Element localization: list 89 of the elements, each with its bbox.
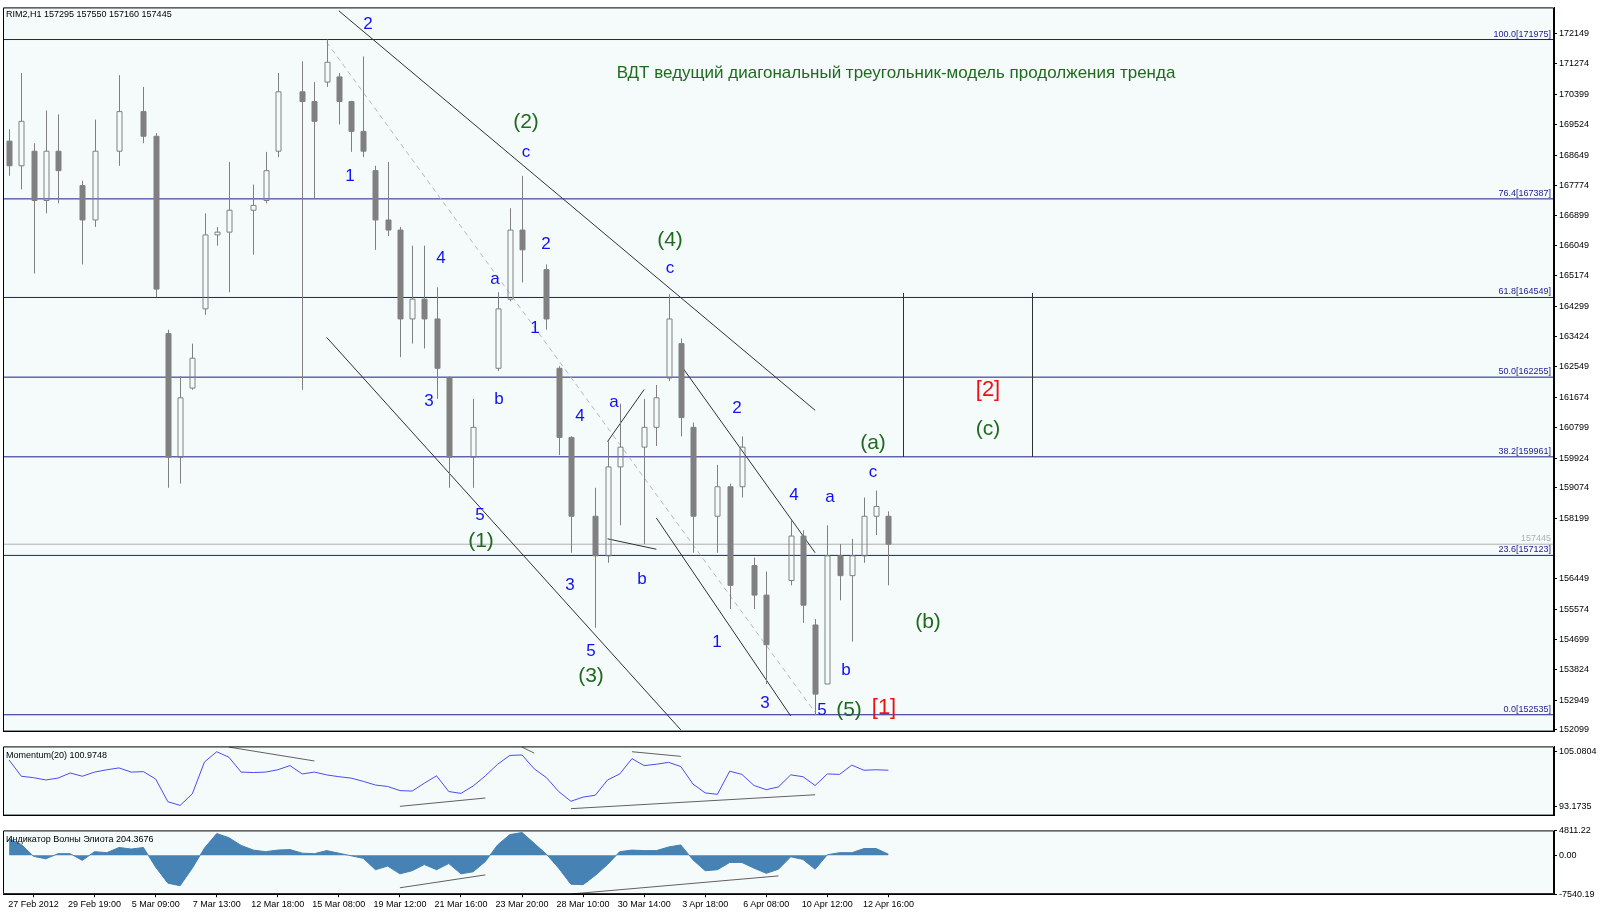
x-tick-label: 5 Mar 09:00	[131, 899, 180, 910]
y-tick-label: 159924	[1559, 452, 1590, 463]
y-tick-label: 156449	[1559, 573, 1590, 584]
chart-title: Momentum(20) 100.9748	[6, 750, 108, 761]
annotation: a	[825, 486, 836, 506]
y-tick-label: 152949	[1559, 694, 1590, 705]
annotation: 1	[345, 165, 355, 185]
annotation: [2]	[975, 376, 1001, 402]
ref-line-label: 61.8[164549]	[1498, 286, 1551, 297]
y-tick-label: 168649	[1559, 149, 1590, 160]
annotation: 4	[436, 247, 446, 267]
annotation: 4	[789, 484, 799, 504]
annotation: (a)	[860, 429, 886, 453]
chart-subtitle: RIM2,H1 157295 157550 157160 157445	[6, 9, 172, 20]
annotation: (3)	[578, 662, 604, 686]
annotation: b	[494, 388, 504, 408]
annotation: 1	[530, 317, 540, 337]
annotation: 2	[541, 233, 551, 253]
x-tick-label: 19 Mar 12:00	[373, 899, 427, 910]
annotation: [1]	[871, 694, 897, 720]
chart-title: Индикатор Волны Элиота 204.3676	[6, 834, 154, 845]
ref-line-label: 157445	[1520, 533, 1551, 544]
ref-line-label: 38.2[159961]	[1498, 445, 1551, 456]
annotation: 5	[475, 504, 485, 524]
annotation: b	[841, 659, 851, 679]
y-tick-label: 158199	[1559, 512, 1590, 523]
annotation: (c)	[975, 415, 1001, 439]
annotation: c	[868, 461, 878, 481]
x-tick-label: 7 Mar 13:00	[192, 899, 241, 910]
ref-line-label: 76.4[167387]	[1498, 187, 1551, 198]
y-tick-label: 93.1735	[1559, 800, 1592, 811]
y-tick-label: 164299	[1559, 300, 1590, 311]
annotation: 2	[732, 397, 742, 417]
y-tick-label: 163424	[1559, 331, 1590, 342]
y-tick-label: 171274	[1559, 58, 1590, 69]
annotation: (b)	[915, 608, 941, 632]
annotation: c	[521, 141, 531, 161]
y-tick-label: 160799	[1559, 422, 1590, 433]
x-tick-label: 30 Mar 14:00	[617, 899, 671, 910]
x-tick-label: 28 Mar 10:00	[556, 899, 610, 910]
x-tick-label: 12 Mar 18:00	[251, 899, 305, 910]
ref-line-label: 23.6[157123]	[1498, 544, 1551, 555]
x-tick-label: 15 Mar 08:00	[312, 899, 366, 910]
text: ВДТ ведущий диагональный треугольник-модель продолжения тренда	[616, 63, 1176, 83]
y-tick-label: 153824	[1559, 664, 1590, 675]
annotation: (5)	[836, 696, 862, 720]
y-tick-label: 172149	[1559, 27, 1590, 38]
y-tick-label: 4811.22	[1559, 824, 1591, 835]
x-tick-label: 29 Feb 19:00	[68, 899, 122, 910]
y-tick-label: 159074	[1559, 482, 1590, 493]
y-tick-label: 162549	[1559, 361, 1590, 372]
x-tick-label: 12 Apr 16:00	[862, 899, 914, 910]
annotation: 2	[363, 13, 373, 33]
y-tick-label: 167774	[1559, 179, 1590, 190]
y-tick-label: 155574	[1559, 603, 1590, 614]
annotation: 5	[817, 699, 827, 719]
y-tick-label: 154699	[1559, 634, 1590, 645]
annotation: (2)	[513, 108, 539, 132]
annotation: c	[665, 257, 675, 277]
annotation: a	[490, 268, 501, 288]
y-tick-label: 165174	[1559, 270, 1590, 281]
annotation: b	[637, 568, 647, 588]
y-tick-label: 166049	[1559, 239, 1590, 250]
x-tick-label: 27 Feb 2012	[8, 899, 59, 910]
x-tick-label: 6 Apr 08:00	[743, 899, 790, 910]
ref-line-label: 0.0[152535]	[1503, 703, 1551, 714]
y-tick-label: -7540.19	[1559, 888, 1595, 899]
annotation: (4)	[657, 226, 683, 250]
annotation: 4	[575, 405, 585, 425]
ref-line-label: 50.0[162255]	[1498, 366, 1551, 377]
annotation: (1)	[468, 527, 494, 551]
y-tick-label: 161674	[1559, 391, 1590, 402]
annotation: 3	[565, 574, 575, 594]
y-tick-label: 169524	[1559, 119, 1590, 130]
y-tick-label: 170399	[1559, 88, 1590, 99]
ref-line-label: 100.0[171975]	[1493, 28, 1551, 39]
y-tick-label: 105.0804	[1559, 745, 1597, 756]
y-tick-label: 152099	[1559, 724, 1590, 735]
y-tick-label: 166899	[1559, 210, 1590, 221]
x-tick-label: 3 Apr 18:00	[682, 899, 729, 910]
x-tick-label: 10 Apr 12:00	[801, 899, 853, 910]
annotation: 1	[712, 631, 722, 651]
annotation: 3	[424, 390, 434, 410]
x-tick-label: 21 Mar 16:00	[434, 899, 488, 910]
x-tick-label: 23 Mar 20:00	[495, 899, 549, 910]
annotation: 5	[586, 640, 596, 660]
annotation: a	[609, 391, 620, 411]
y-tick-label: 0.00	[1559, 849, 1577, 860]
annotation: 3	[760, 692, 770, 712]
